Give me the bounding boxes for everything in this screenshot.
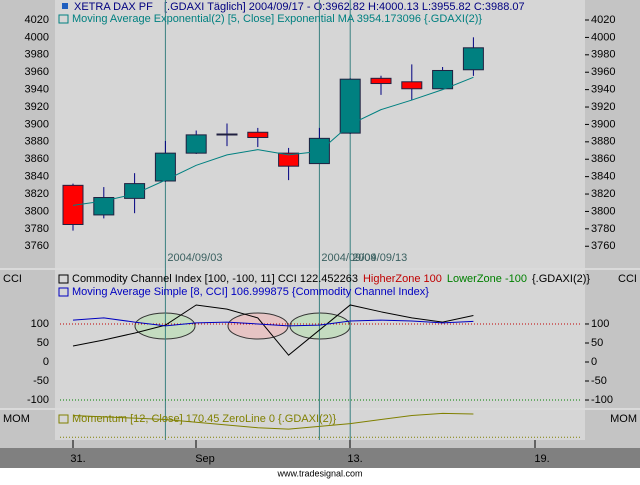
candle-body xyxy=(278,152,300,167)
y-tick-label: 3860 xyxy=(591,153,615,165)
y-tick-label: 3900 xyxy=(25,118,49,130)
y-tick-label: 3880 xyxy=(25,136,49,148)
y-tick-label: 0 xyxy=(43,356,49,368)
series-line xyxy=(72,76,474,206)
y-tick-label: 3920 xyxy=(25,101,49,113)
y-tick-label: 3840 xyxy=(591,171,615,183)
y-tick-label: 3820 xyxy=(591,188,615,200)
y-tick-label: -100 xyxy=(27,394,49,406)
pane-label: MOM xyxy=(3,413,30,425)
y-tick-label: -50 xyxy=(33,375,49,387)
x-tick-label: Sep xyxy=(195,453,215,465)
legend-icon xyxy=(58,14,69,24)
candle-body xyxy=(370,77,392,85)
legend-entry: Momentum [12, Close] 170.45 ZeroLine 0 {… xyxy=(72,413,336,425)
y-tick-label: 3980 xyxy=(25,49,49,61)
candle-body xyxy=(339,78,361,134)
y-tick-label: -50 xyxy=(591,375,607,387)
annotation: 2004/09/09 xyxy=(321,252,376,264)
y-tick-label: 3940 xyxy=(591,84,615,96)
series-line xyxy=(72,304,474,356)
pane-label: MOM xyxy=(610,413,637,425)
candle-body xyxy=(216,133,238,136)
y-tick-label: 50 xyxy=(37,337,49,349)
annotation: 2004/09/13 xyxy=(352,252,407,264)
x-axis-strip xyxy=(0,448,640,468)
y-tick-label: 3780 xyxy=(25,223,49,235)
y-tick-label: 50 xyxy=(591,337,603,349)
y-tick-label: 4020 xyxy=(25,14,49,26)
pane-label: CCI xyxy=(3,273,22,285)
y-tick-label: 4000 xyxy=(591,31,615,43)
y-tick-label: 3780 xyxy=(591,223,615,235)
annotation: 2004/09/03 xyxy=(167,252,222,264)
legend-icon xyxy=(58,414,69,424)
chart-subtitle: [.GDAXI Täglich] 2004/09/17 - O:3962.82 … xyxy=(164,1,525,13)
series-line xyxy=(72,412,474,430)
legend-entry: Commodity Channel Index [100, -100, 11] … xyxy=(72,273,358,285)
legend-entry: Moving Average Simple [8, CCI] 106.99987… xyxy=(72,286,429,298)
y-tick-label: 3960 xyxy=(25,66,49,78)
y-tick-label: 3980 xyxy=(591,49,615,61)
chart-title: XETRA DAX PF xyxy=(74,1,153,13)
legend-icon xyxy=(58,287,69,297)
y-tick-label: 4000 xyxy=(25,31,49,43)
x-tick-label: 13. xyxy=(347,453,362,465)
y-tick-label: 3960 xyxy=(591,66,615,78)
candle-body xyxy=(247,131,269,138)
candle-body xyxy=(432,69,454,90)
candle-body xyxy=(154,152,176,182)
y-tick-label: 0 xyxy=(591,356,597,368)
y-tick-label: 3840 xyxy=(25,171,49,183)
x-tick-label: 31. xyxy=(70,453,85,465)
y-tick-label: 3820 xyxy=(25,188,49,200)
footer: www.tradesignal.com xyxy=(276,468,362,478)
series-line xyxy=(72,317,474,327)
candle-body xyxy=(185,134,207,154)
y-tick-label: 3940 xyxy=(25,84,49,96)
y-tick-label: 3760 xyxy=(591,240,615,252)
y-tick-label: 3900 xyxy=(591,118,615,130)
plot-area xyxy=(55,0,585,268)
pane-label: CCI xyxy=(618,273,637,285)
candle-body xyxy=(93,197,115,216)
candle-body xyxy=(462,47,484,71)
legend-icon xyxy=(58,274,69,284)
candle-body xyxy=(401,81,423,90)
plot-area xyxy=(55,410,585,440)
y-tick-label: -100 xyxy=(591,394,613,406)
legend-entry: LowerZone -100 xyxy=(447,273,527,285)
legend-entry: {.GDAXI(2)} xyxy=(532,273,590,285)
y-tick-label: 100 xyxy=(31,318,49,330)
y-tick-label: 100 xyxy=(591,318,609,330)
legend-entry: Moving Average Exponential(2) [5, Close]… xyxy=(72,13,482,25)
x-tick-label: 19. xyxy=(534,453,549,465)
y-tick-label: 3880 xyxy=(591,136,615,148)
y-tick-label: 4020 xyxy=(591,14,615,26)
y-tick-label: 3800 xyxy=(591,205,615,217)
y-tick-label: 3800 xyxy=(25,205,49,217)
legend-entry: HigherZone 100 xyxy=(363,273,442,285)
highlight-ellipse xyxy=(227,312,289,340)
y-tick-label: 3760 xyxy=(25,240,49,252)
y-tick-label: 3920 xyxy=(591,101,615,113)
icon xyxy=(62,3,68,9)
y-tick-label: 3860 xyxy=(25,153,49,165)
